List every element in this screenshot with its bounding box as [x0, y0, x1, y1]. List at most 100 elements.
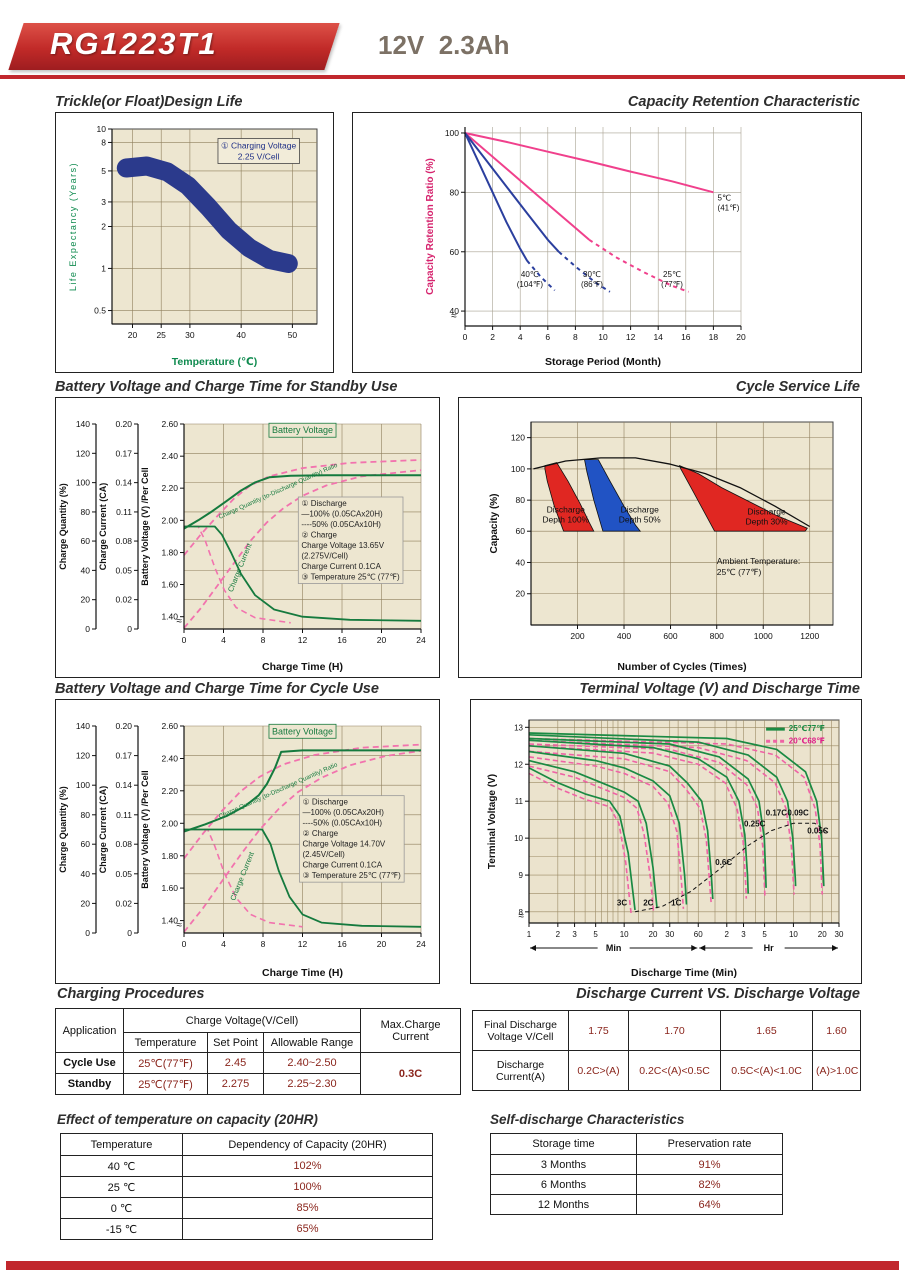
- svg-text:≈: ≈: [177, 616, 183, 627]
- svg-text:20: 20: [81, 595, 91, 605]
- svg-text:0.05: 0.05: [115, 565, 132, 575]
- cell-cap-minus15: 65%: [182, 1218, 433, 1240]
- svg-text:11: 11: [515, 797, 524, 806]
- footer-bar: [6, 1261, 899, 1270]
- svg-text:20: 20: [377, 635, 387, 645]
- svg-text:80: 80: [81, 507, 91, 517]
- svg-text:25℃77℉: 25℃77℉: [789, 724, 825, 733]
- svg-text:Terminal Voltage (V): Terminal Voltage (V): [487, 774, 498, 869]
- svg-text:14: 14: [653, 332, 663, 342]
- svg-text:8: 8: [101, 137, 106, 147]
- cell-storage-3m: 3 Months: [490, 1154, 637, 1175]
- section-title-capacity-retention: Capacity Retention Characteristic: [627, 94, 860, 110]
- section-title-design-life: Trickle(or Float)Design Life: [55, 94, 243, 110]
- svg-text:0.02: 0.02: [115, 898, 132, 908]
- svg-text:20℃68℉: 20℃68℉: [789, 736, 825, 745]
- svg-text:Capacity Retention Ratio (%): Capacity Retention Ratio (%): [425, 158, 436, 295]
- svg-text:12: 12: [626, 332, 636, 342]
- col-header-temperature: Temperature: [60, 1133, 183, 1156]
- design_life-svg: 20 25 30 40 50 Temperature (℃) 10 8 5 3 2 1 0.5 Life …: [68, 124, 318, 368]
- svg-text:20: 20: [736, 332, 746, 342]
- discharge-voltage-table: Final Discharge Voltage V/Cell 1.75 1.70…: [472, 1010, 861, 1091]
- row-label-cycle-use: Cycle Use: [55, 1052, 124, 1074]
- svg-text:2.60: 2.60: [161, 419, 178, 429]
- svg-text:Life Expectancy (Years): Life Expectancy (Years): [68, 162, 78, 291]
- cell-cycle-set-point: 2.45: [207, 1052, 264, 1074]
- svg-text:2.00: 2.00: [161, 515, 178, 525]
- section-title-charging-procedures: Charging Procedures: [57, 986, 205, 1002]
- svg-text:20: 20: [649, 930, 658, 939]
- svg-text:25℃(77℉): 25℃ (77℉): [661, 270, 683, 289]
- cell-temp-minus15: -15 ℃: [60, 1218, 183, 1240]
- svg-text:400: 400: [617, 631, 631, 641]
- svg-text:3: 3: [101, 197, 106, 207]
- chart-design-life: 20 25 30 40 50 Temperature (℃) 10 8 5 3 2 1 0.5 Life …: [55, 112, 334, 373]
- cell-cycle-allowable-range: 2.40~2.50: [262, 1052, 362, 1074]
- row-label-standby: Standby: [55, 1073, 124, 1095]
- svg-text:8: 8: [261, 635, 266, 645]
- cell-temp-40: 40 ℃: [60, 1155, 183, 1177]
- svg-text:3: 3: [741, 930, 746, 939]
- svg-text:16: 16: [681, 332, 691, 342]
- svg-text:Charge Current (CA): Charge Current (CA): [98, 483, 108, 571]
- section-title-self-discharge: Self-discharge Characteristics: [490, 1112, 685, 1127]
- col-header-set-point: Set Point: [207, 1032, 264, 1053]
- svg-text:2.00: 2.00: [161, 818, 178, 828]
- svg-text:120: 120: [511, 433, 525, 443]
- svg-text:4: 4: [221, 635, 226, 645]
- svg-text:0: 0: [182, 939, 187, 949]
- svg-text:40: 40: [236, 330, 246, 340]
- svg-text:1.80: 1.80: [161, 851, 178, 861]
- svg-text:3: 3: [572, 930, 577, 939]
- svg-text:1.60: 1.60: [161, 580, 178, 590]
- svg-text:30: 30: [185, 330, 195, 340]
- svg-text:1C: 1C: [671, 899, 681, 908]
- col-header-application: Application: [55, 1008, 124, 1053]
- svg-text:100: 100: [445, 128, 459, 138]
- svg-text:100: 100: [511, 464, 525, 474]
- svg-text:120: 120: [76, 448, 90, 458]
- cell-temp-25: 25 ℃: [60, 1176, 183, 1198]
- svg-text:Battery Voltage: Battery Voltage: [272, 425, 333, 435]
- col-header-storage-time: Storage time: [490, 1133, 637, 1155]
- chart-cycle-charge: 0 4 8 12 16 20 24 Charge Time (H) 2.60 2.40 2.20 2.…: [55, 699, 440, 984]
- svg-text:100: 100: [76, 478, 90, 488]
- cell-rate-6m: 82%: [636, 1174, 783, 1195]
- svg-text:10: 10: [620, 930, 629, 939]
- svg-text:120: 120: [76, 751, 90, 761]
- col-header-preservation-rate: Preservation rate: [636, 1133, 783, 1155]
- svg-text:24: 24: [416, 939, 426, 949]
- svg-text:Storage Period (Month): Storage Period (Month): [545, 356, 661, 368]
- cell-voltage-1: 1.75: [568, 1010, 629, 1051]
- svg-text:Temperature (℃): Temperature (℃): [172, 356, 257, 368]
- svg-text:5: 5: [593, 930, 598, 939]
- svg-text:4: 4: [221, 939, 226, 949]
- svg-text:80: 80: [81, 810, 91, 820]
- svg-text:200: 200: [570, 631, 584, 641]
- svg-text:Charge Quantity (%): Charge Quantity (%): [58, 483, 68, 570]
- section-title-discharge-current-voltage: Discharge Current VS. Discharge Voltage: [576, 986, 860, 1002]
- svg-text:1: 1: [101, 263, 106, 273]
- col-header-charge-voltage: Charge Voltage(V/Cell): [122, 1008, 362, 1033]
- svg-text:0: 0: [127, 624, 132, 634]
- svg-text:80: 80: [516, 495, 526, 505]
- svg-text:8: 8: [261, 939, 266, 949]
- svg-text:0: 0: [463, 332, 468, 342]
- svg-text:1000: 1000: [754, 631, 773, 641]
- cell-standby-temperature: 25℃(77℉): [123, 1073, 208, 1095]
- section-title-temp-capacity: Effect of temperature on capacity (20HR): [57, 1112, 318, 1127]
- svg-text:0.17C: 0.17C: [766, 808, 788, 817]
- section-title-cycle-service-life: Cycle Service Life: [735, 379, 860, 395]
- section-title-cycle-charge: Battery Voltage and Charge Time for Cycl…: [55, 681, 379, 697]
- svg-text:30: 30: [835, 930, 844, 939]
- svg-text:60: 60: [81, 839, 91, 849]
- svg-text:40℃(104℉): 40℃ (104℉): [517, 270, 544, 289]
- svg-text:Battery Voltage (V) /Per Cell: Battery Voltage (V) /Per Cell: [140, 467, 150, 585]
- svg-text:2.20: 2.20: [161, 786, 178, 796]
- svg-text:60: 60: [450, 247, 460, 257]
